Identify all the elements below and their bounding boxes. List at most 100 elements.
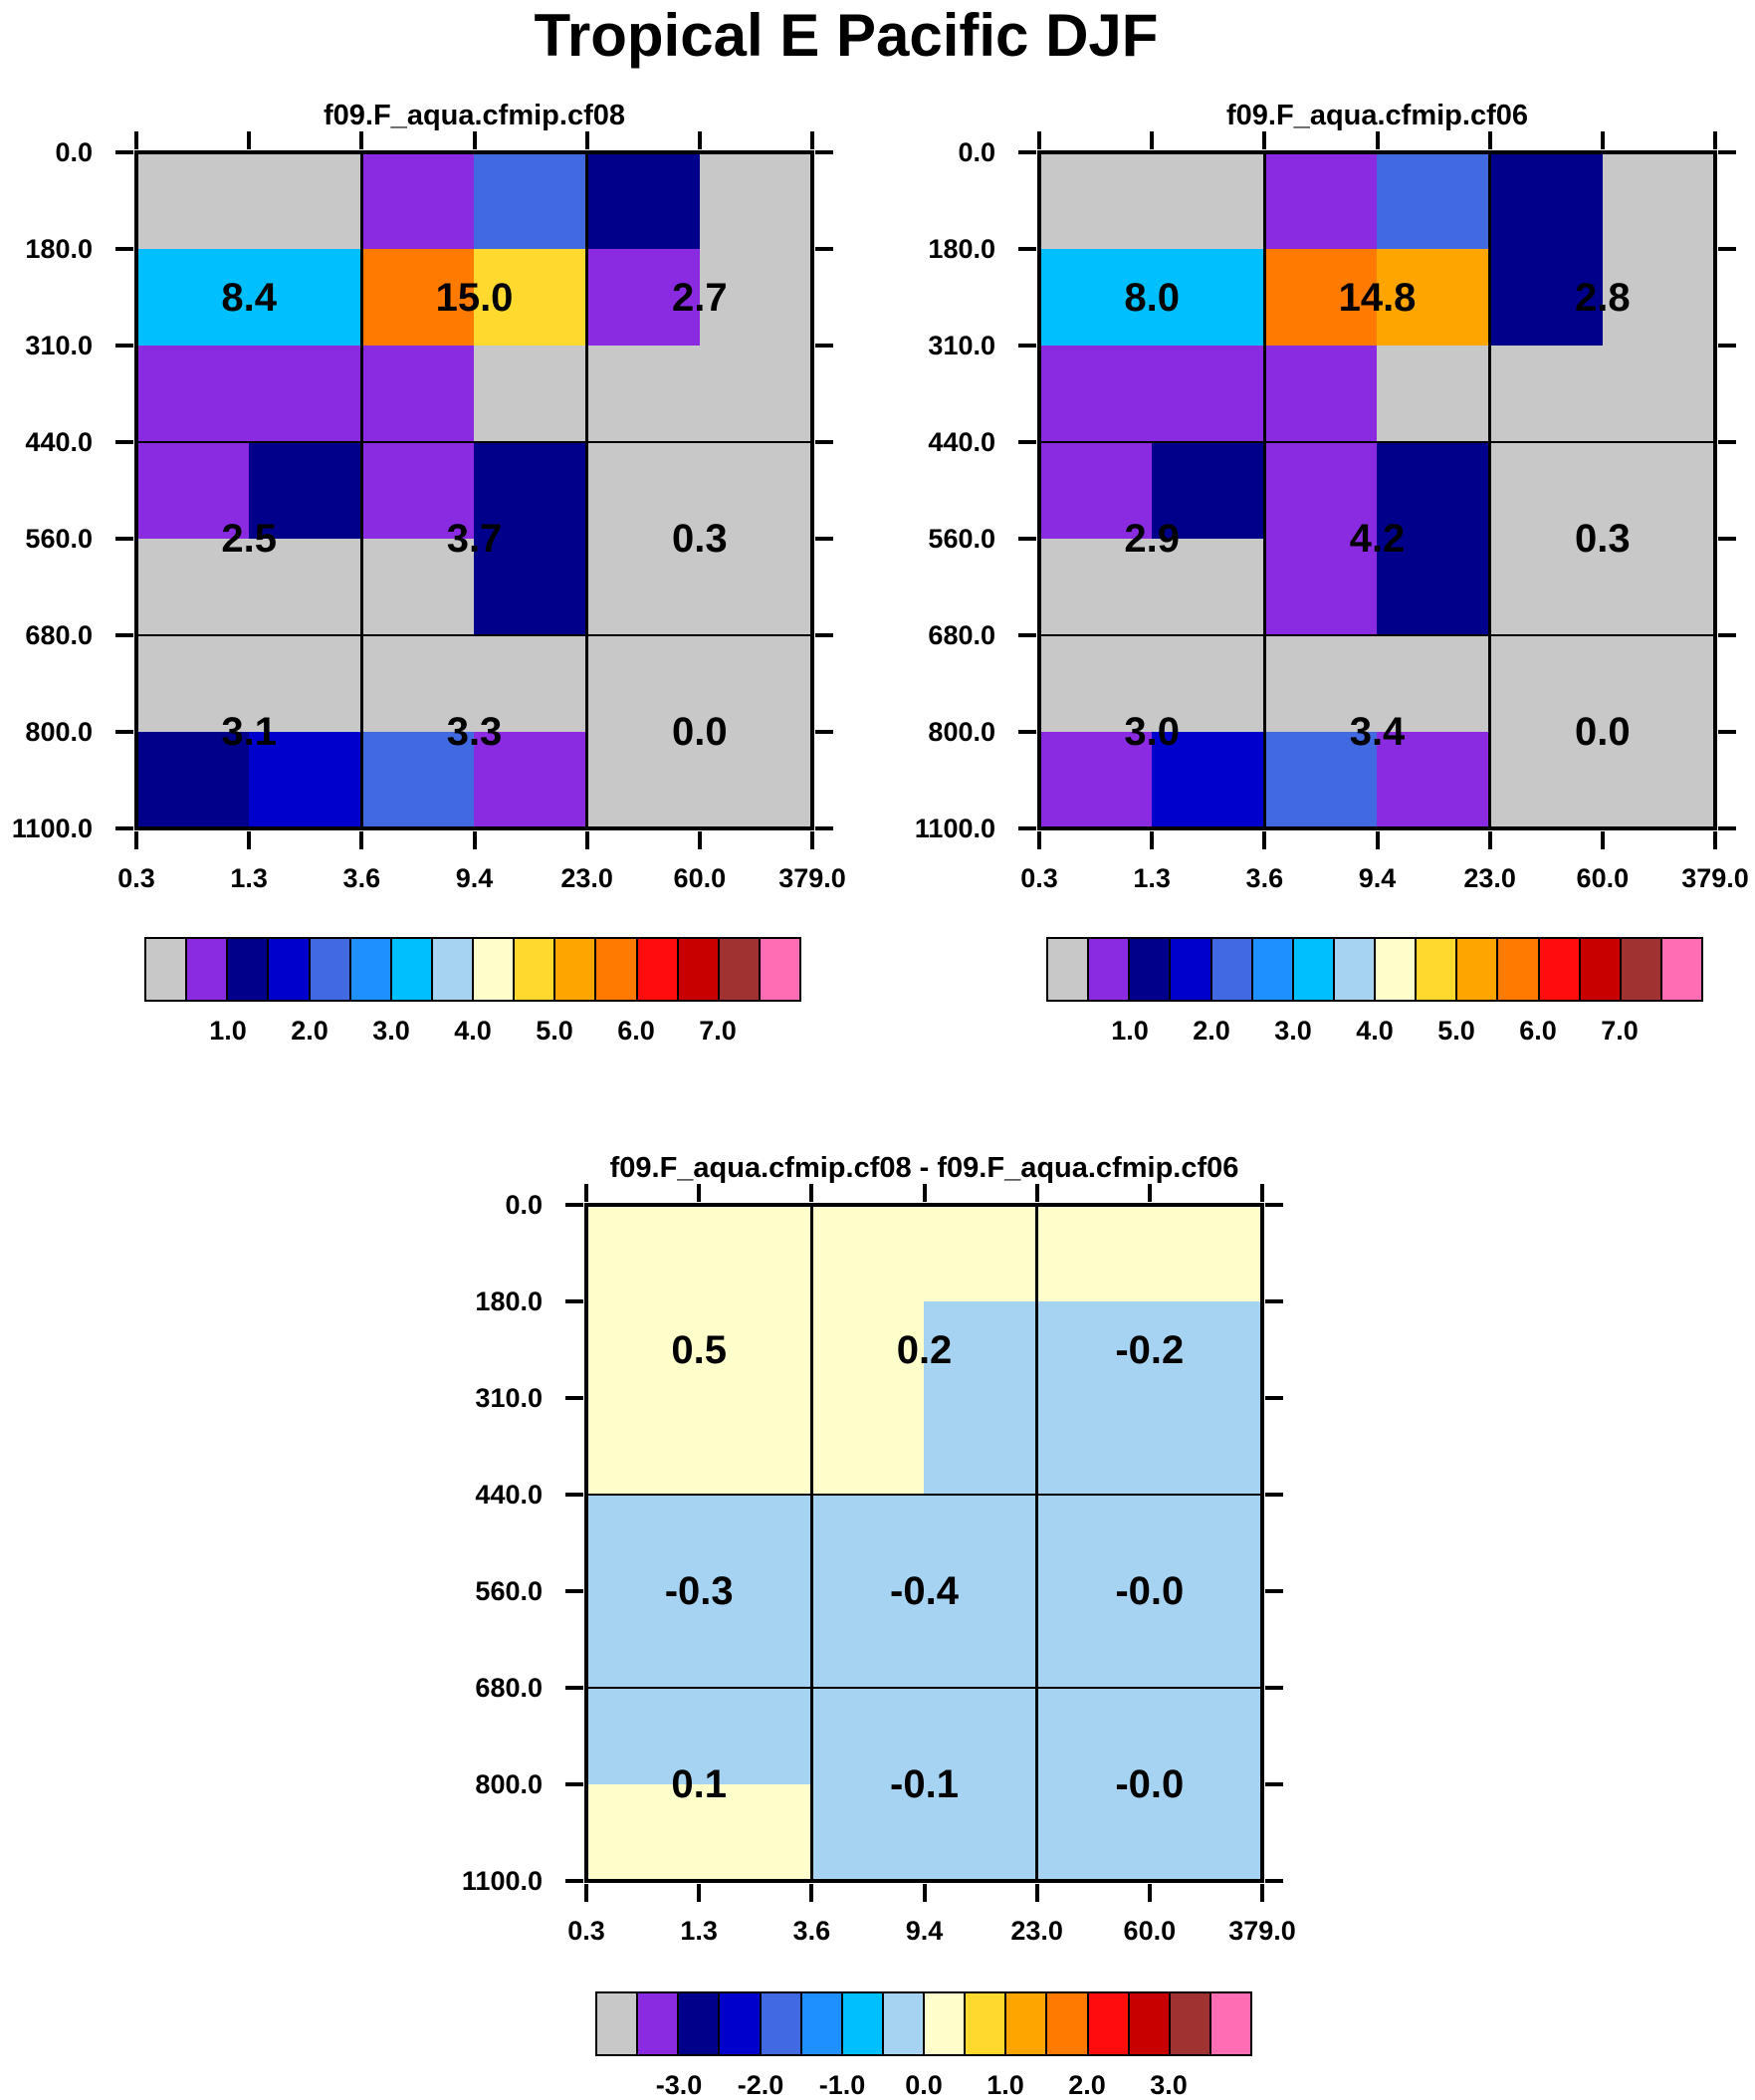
- colorbar-box-red: [1088, 1993, 1130, 2054]
- heatmap-cell-gray: [1602, 442, 1715, 539]
- heatmap-cell-cream: [586, 1205, 700, 1301]
- heatmap-cell-gray: [699, 152, 812, 249]
- heatmap-cell-gray: [699, 442, 812, 539]
- heatmap-cell-lightblue: [924, 1398, 1037, 1495]
- heatmap-cell-cream: [586, 1784, 700, 1881]
- heatmap-cell-deepsky: [136, 249, 250, 346]
- y-tick: [1018, 247, 1036, 251]
- heatmap-cell-gray: [1039, 539, 1153, 635]
- heatmap-cell-royal: [1264, 732, 1378, 828]
- colorbar: 1.0 2.0 3.0 4.0 5.0 6.0 7.0: [1046, 937, 1703, 1046]
- x-tick: [584, 1184, 588, 1202]
- box-value: 0.0: [1575, 710, 1631, 754]
- colorbar-box-red: [1539, 939, 1581, 1000]
- heatmap-cell-lightblue: [924, 1688, 1037, 1784]
- heatmap-cell-cream: [586, 1301, 700, 1398]
- heatmap-cell-lightblue: [1036, 1398, 1150, 1495]
- heatmap-cell-gray: [249, 152, 362, 249]
- colorbar-box-gray: [597, 1993, 639, 2054]
- heatmap-cell-navy: [1377, 442, 1490, 539]
- x-tick: [697, 1884, 702, 1902]
- colorbar-tick-label: 5.0: [536, 1016, 573, 1046]
- x-tick: [1713, 831, 1717, 849]
- heatmap-cell-purple: [1264, 152, 1378, 249]
- heatmap-cell-lightblue: [699, 1591, 812, 1688]
- x-tick: [1147, 1184, 1152, 1202]
- colorbar-box-deepsky: [842, 1993, 884, 2054]
- y-tick: [1718, 633, 1736, 637]
- y-tick: [565, 1686, 583, 1690]
- heatmap-cell-navy: [474, 539, 587, 635]
- heatmap-cell-lightblue: [924, 1591, 1037, 1688]
- heatmap-cell-navy: [136, 732, 250, 828]
- box-value: 3.0: [1124, 710, 1180, 754]
- x-axis-tick-label: 0.3: [117, 863, 155, 893]
- heatmap-cell-purple: [1039, 442, 1153, 539]
- colorbar-box-blue: [1171, 939, 1212, 1000]
- x-tick: [1034, 1884, 1039, 1902]
- y-tick: [815, 247, 833, 251]
- colorbar-box-deepsky: [1293, 939, 1335, 1000]
- x-axis-tick-label: 60.0: [1576, 863, 1630, 893]
- heatmap-cell-gray: [1602, 539, 1715, 635]
- y-tick: [1718, 344, 1736, 348]
- colorbar-box-cream: [925, 1993, 967, 2054]
- x-tick: [1487, 131, 1492, 149]
- heatmap-cell-gray: [586, 635, 700, 732]
- heatmap-cell-cream: [699, 1205, 812, 1301]
- heatmap-cells: [586, 1205, 1262, 1881]
- colorbar-tick-label: 0.0: [905, 2070, 943, 2100]
- box-value: -0.0: [1115, 1569, 1185, 1613]
- x-axis-tick-label: 9.4: [905, 1916, 944, 1946]
- heatmap-cell-lightblue: [1149, 1688, 1262, 1784]
- heatmap-cell-lightblue: [924, 1784, 1037, 1881]
- y-tick: [115, 826, 133, 830]
- x-tick: [1260, 1884, 1264, 1902]
- x-axis-tick-label: 0.3: [1020, 863, 1058, 893]
- heatmap-cell-gray: [1264, 635, 1378, 732]
- x-tick: [134, 831, 138, 849]
- heatmap-cell-gray: [1152, 539, 1265, 635]
- x-tick: [922, 1884, 927, 1902]
- heatmap-cell-deepsky: [1039, 249, 1153, 346]
- heatmap-cell-gray: [699, 346, 812, 442]
- heatmap-cell-cream: [811, 1398, 925, 1495]
- heatmap-cell-navy: [586, 152, 700, 249]
- heatmap-cell-lightblue: [1036, 1688, 1150, 1784]
- heatmap-cell-cream: [586, 1398, 700, 1495]
- y-axis-tick-label: 180.0: [928, 234, 995, 264]
- y-axis-tick-label: 1100.0: [461, 1866, 543, 1896]
- heatmap-cell-purple: [1264, 442, 1378, 539]
- colorbar-box-purple: [638, 1993, 680, 2054]
- y-tick: [565, 1203, 583, 1207]
- x-axis-tick-label: 0.3: [567, 1916, 605, 1946]
- y-tick: [1018, 633, 1036, 637]
- colorbar-tick-label: 1.0: [1111, 1016, 1149, 1046]
- y-tick: [1265, 1589, 1283, 1593]
- y-tick: [1265, 1493, 1283, 1497]
- y-axis-tick-label: 0.0: [55, 137, 93, 167]
- y-tick: [115, 247, 133, 251]
- heatmap-cell-gray: [1377, 346, 1490, 442]
- heatmap-cell-lightblue: [1149, 1495, 1262, 1591]
- heatmap-plot: [115, 131, 833, 849]
- y-tick: [115, 344, 133, 348]
- box-value: 3.4: [1349, 710, 1406, 754]
- box-value: -0.2: [1115, 1327, 1185, 1372]
- x-tick: [1260, 1184, 1264, 1202]
- colorbar-tick-label: 4.0: [1356, 1016, 1394, 1046]
- heatmap-cell-royal: [1377, 152, 1490, 249]
- y-tick: [565, 1493, 583, 1497]
- gridline-vertical: [810, 1205, 813, 1881]
- colorbar-box-gray: [146, 939, 188, 1000]
- x-axis-tick-label: 23.0: [1463, 863, 1516, 893]
- y-tick: [1265, 1299, 1283, 1303]
- heatmap-cell-cream: [811, 1205, 925, 1301]
- heatmap-cell-gray: [586, 732, 700, 828]
- heatmap-cell-purple: [361, 152, 475, 249]
- heatmap-plot: [565, 1184, 1283, 1902]
- gridline-vertical: [1488, 152, 1491, 828]
- x-tick: [247, 131, 252, 149]
- colorbar-box-brown: [719, 939, 761, 1000]
- heatmap-cell-purple: [1039, 346, 1153, 442]
